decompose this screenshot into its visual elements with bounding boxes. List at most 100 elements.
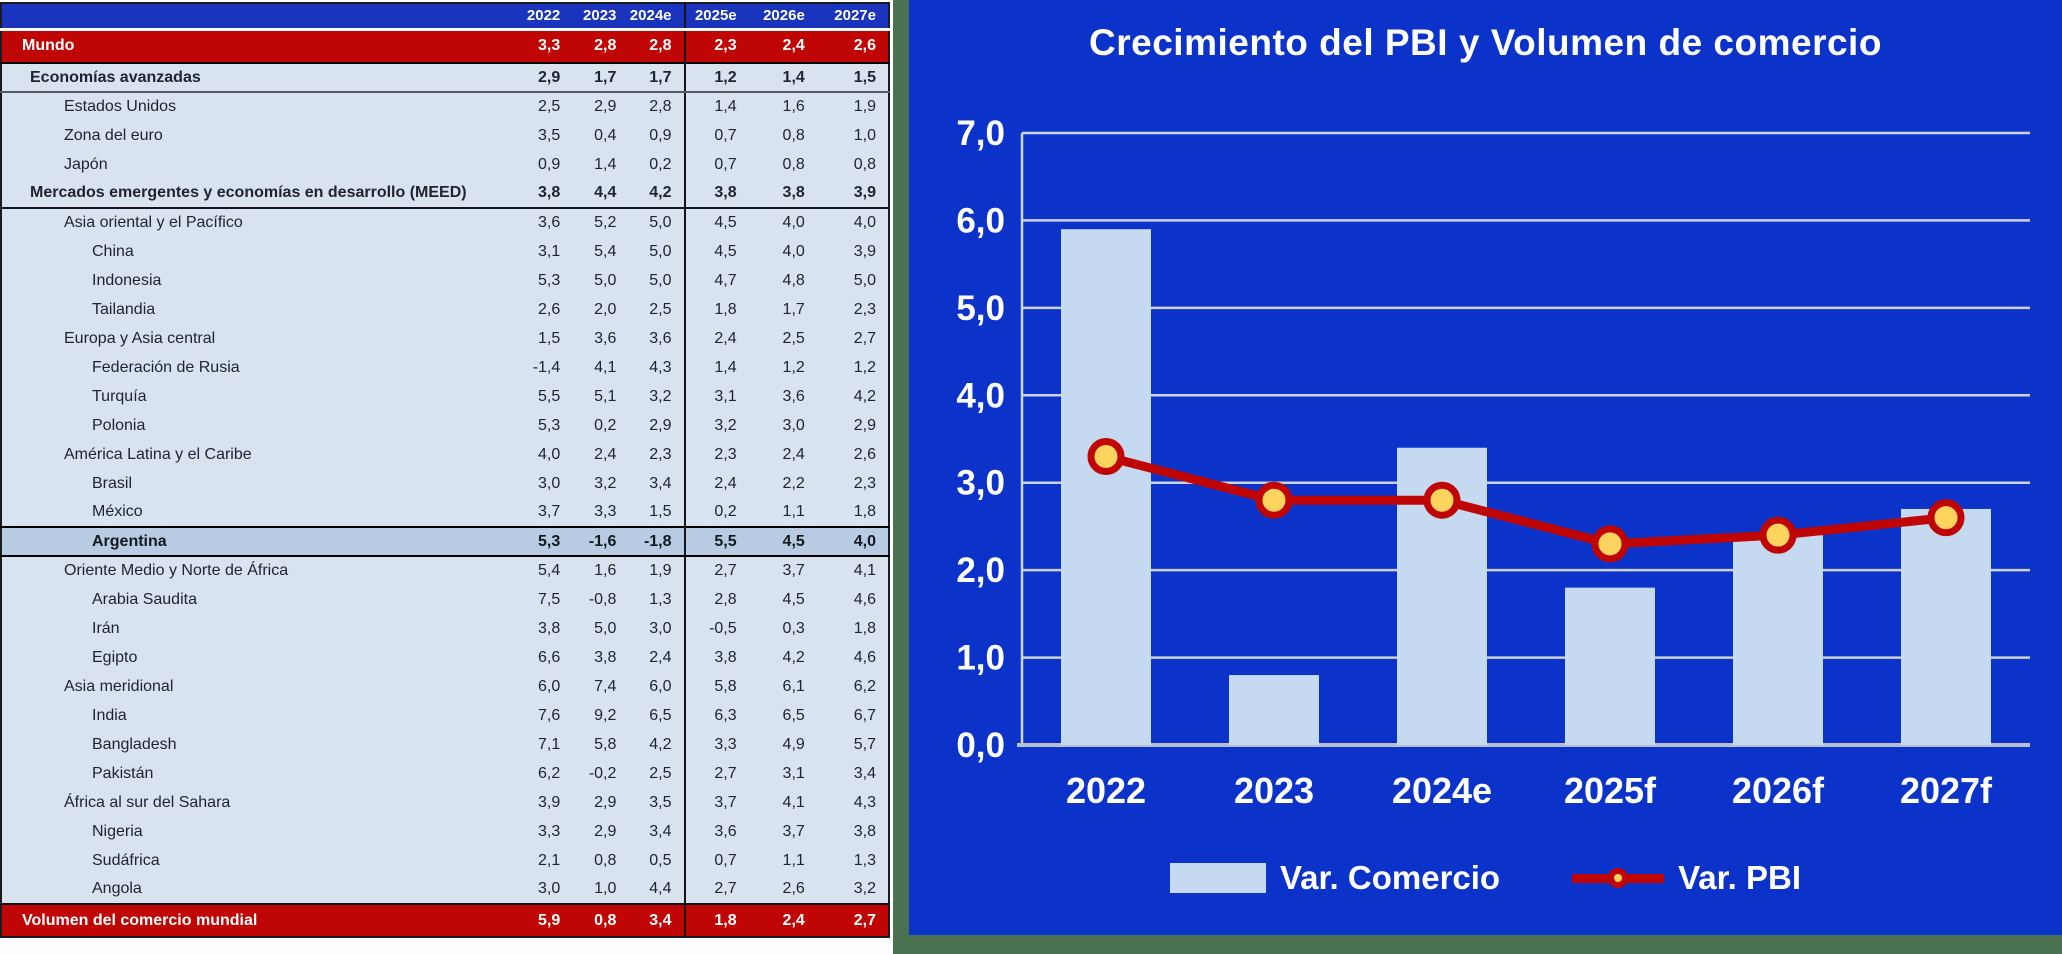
bar-2027f bbox=[1901, 508, 1991, 745]
cell-value: 2,4 bbox=[684, 469, 749, 498]
cell-value: -0,8 bbox=[572, 585, 629, 614]
gdp-table: 2022 2023 2024e 2025e 2026e 2027e Mundo 3,3 2,8 2… bbox=[0, 2, 890, 938]
cell-value: 2,6 bbox=[512, 295, 573, 324]
row-label: Sudáfrica bbox=[1, 846, 513, 875]
cell-value: 3,9 bbox=[512, 788, 573, 817]
table-row: Pakistán 6,2 -0,2 2,5 2,7 3,1 3,4 bbox=[1, 759, 889, 788]
legend-marker-dot-icon bbox=[1608, 868, 1629, 888]
cell-value: 5,4 bbox=[512, 556, 573, 585]
bar-2026f bbox=[1733, 535, 1823, 745]
chart-frame: Crecimiento del PBI y Volumen de comerci… bbox=[893, 0, 2062, 954]
cell-value: 0,8 bbox=[816, 150, 889, 179]
cell-value: 3,2 bbox=[628, 382, 686, 411]
cell-value: 0,2 bbox=[684, 498, 749, 527]
y-axis-label-5,0: 5,0 bbox=[956, 289, 1005, 328]
cell-value: 0,8 bbox=[572, 846, 629, 875]
cell-value: 5,5 bbox=[684, 526, 749, 557]
table-header-empty bbox=[1, 3, 513, 31]
cell-value: 5,3 bbox=[512, 526, 573, 557]
table-row: Brasil 3,0 3,2 3,4 2,4 2,2 2,3 bbox=[1, 469, 889, 498]
row-label: América Latina y el Caribe bbox=[1, 440, 513, 469]
cell-value: 1,8 bbox=[684, 295, 749, 324]
cell-value: 4,0 bbox=[816, 208, 889, 237]
cell-value: 5,4 bbox=[572, 237, 629, 266]
cell-value: 1,9 bbox=[816, 92, 889, 121]
cell-value: 6,0 bbox=[512, 672, 573, 701]
cell-value: 0,9 bbox=[628, 121, 686, 150]
cell-value: 3,8 bbox=[816, 817, 889, 846]
row-label: Polonia bbox=[1, 411, 513, 440]
cell-value: 2,9 bbox=[572, 788, 629, 817]
cell-value: 2,3 bbox=[684, 440, 749, 469]
cell-value: 3,7 bbox=[748, 556, 817, 585]
cell-value: 1,9 bbox=[628, 556, 686, 585]
cell-value: 1,1 bbox=[748, 498, 817, 527]
x-axis-label-2027f: 2027f bbox=[1900, 770, 1993, 811]
table-row: Asia meridional 6,0 7,4 6,0 5,8 6,1 6,2 bbox=[1, 672, 889, 701]
legend-item-pbi: Var. PBI bbox=[1572, 859, 1801, 897]
legend-bar-swatch bbox=[1169, 863, 1266, 893]
cell-value: -1,6 bbox=[572, 526, 629, 557]
row-label: Arabia Saudita bbox=[1, 585, 513, 614]
cell-value: 4,3 bbox=[628, 353, 686, 382]
table-row: India 7,6 9,2 6,5 6,3 6,5 6,7 bbox=[1, 701, 889, 730]
table-row: Turquía 5,5 5,1 3,2 3,1 3,6 4,2 bbox=[1, 382, 889, 411]
cell-value: 1,3 bbox=[628, 585, 686, 614]
column-header-2022: 2022 bbox=[512, 3, 573, 31]
cell-value: 0,9 bbox=[512, 150, 573, 179]
cell-value: 3,9 bbox=[816, 237, 889, 266]
cell-value: 7,5 bbox=[512, 585, 573, 614]
gdp-table-panel: 2022 2023 2024e 2025e 2026e 2027e Mundo 3,3 2,8 2… bbox=[0, 0, 893, 954]
table-row: China 3,1 5,4 5,0 4,5 4,0 3,9 bbox=[1, 237, 889, 266]
cell-value: 1,5 bbox=[628, 498, 686, 527]
cell-value: 2,8 bbox=[572, 29, 629, 63]
y-axis-label-6,0: 6,0 bbox=[956, 201, 1005, 240]
row-label: Estados Unidos bbox=[1, 92, 513, 121]
cell-value: 1,4 bbox=[684, 353, 749, 382]
cell-value: 3,5 bbox=[628, 788, 686, 817]
cell-value: 4,9 bbox=[748, 730, 817, 759]
table-row: Nigeria 3,3 2,9 3,4 3,6 3,7 3,8 bbox=[1, 817, 889, 846]
cell-value: 6,6 bbox=[512, 643, 573, 672]
row-label: Nigeria bbox=[1, 817, 513, 846]
cell-value: 4,5 bbox=[684, 208, 749, 237]
cell-value: 3,8 bbox=[572, 643, 629, 672]
cell-value: 5,8 bbox=[684, 672, 749, 701]
cell-value: 3,4 bbox=[628, 817, 686, 846]
cell-value: 4,5 bbox=[748, 585, 817, 614]
x-axis-label-2023: 2023 bbox=[1234, 770, 1314, 811]
cell-value: 9,2 bbox=[572, 701, 629, 730]
cell-value: 4,6 bbox=[816, 643, 889, 672]
legend-line-marker bbox=[1572, 868, 1665, 888]
cell-value: 1,1 bbox=[748, 846, 817, 875]
row-label: Zona del euro bbox=[1, 121, 513, 150]
table-row: Angola 3,0 1,0 4,4 2,7 2,6 3,2 bbox=[1, 875, 889, 904]
table-row: Irán 3,8 5,0 3,0 -0,5 0,3 1,8 bbox=[1, 614, 889, 643]
cell-value: 2,8 bbox=[628, 29, 686, 63]
cell-value: 1,7 bbox=[748, 295, 817, 324]
cell-value: 3,6 bbox=[628, 324, 686, 353]
row-label: India bbox=[1, 701, 513, 730]
cell-value: 1,7 bbox=[628, 62, 686, 93]
row-label: Mercados emergentes y economías en desar… bbox=[1, 179, 513, 209]
cell-value: 2,7 bbox=[684, 556, 749, 585]
cell-value: 2,9 bbox=[572, 817, 629, 846]
cell-value: 0,7 bbox=[684, 121, 749, 150]
cell-value: 3,7 bbox=[684, 788, 749, 817]
cell-value: 6,0 bbox=[628, 672, 686, 701]
row-label: Brasil bbox=[1, 469, 513, 498]
pbi-marker-2024e bbox=[1423, 481, 1461, 519]
bar-2023 bbox=[1229, 675, 1319, 745]
cell-value: 2,3 bbox=[816, 469, 889, 498]
row-label: Irán bbox=[1, 614, 513, 643]
cell-value: 4,3 bbox=[816, 788, 889, 817]
table-row: Bangladesh 7,1 5,8 4,2 3,3 4,9 5,7 bbox=[1, 730, 889, 759]
table-row: Indonesia 5,3 5,0 5,0 4,7 4,8 5,0 bbox=[1, 266, 889, 295]
cell-value: 1,5 bbox=[512, 324, 573, 353]
cell-value: 3,6 bbox=[684, 817, 749, 846]
gdp-trade-chart: 0,0 1,0 2,0 3,0 4,0 5,0 6,0 7,0 2022 2023 2024e 202… bbox=[956, 114, 2030, 811]
cell-value: 3,7 bbox=[748, 817, 817, 846]
pbi-marker-2022 bbox=[1087, 437, 1125, 475]
cell-value: 0,2 bbox=[628, 150, 686, 179]
table-header-row: 2022 2023 2024e 2025e 2026e 2027e bbox=[1, 3, 889, 31]
